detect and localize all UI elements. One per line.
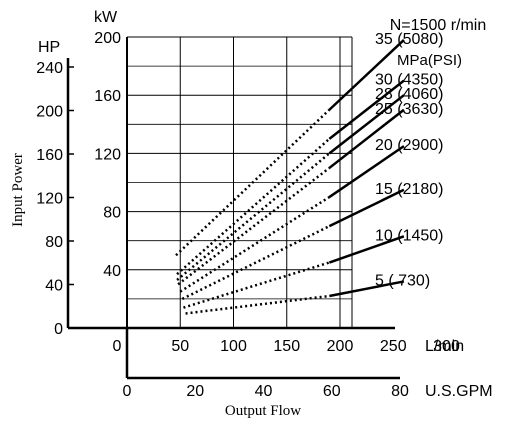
kw-tick-label: 80 [103, 205, 121, 222]
gpm-tick-label: 0 [123, 383, 132, 400]
gpm-unit-label: U.S.GPM [425, 383, 493, 400]
gpm-tick-label: 40 [255, 383, 273, 400]
lmin-tick-label: 0 [113, 338, 122, 355]
lmin-tick-label: 250 [380, 338, 407, 355]
lmin-tick-label: 100 [220, 338, 247, 355]
series-solid-2 [328, 188, 405, 228]
series-label-5: 28 (4060) [375, 86, 444, 103]
series-dotted-4 [177, 166, 331, 286]
kw-unit-label: kW [94, 9, 118, 26]
series-solid-1 [328, 235, 405, 264]
hp-tick-label: 120 [36, 191, 63, 208]
series-lines [175, 38, 405, 315]
kw-tick-label: 160 [94, 88, 121, 105]
series-label-2: 15 (2180) [375, 181, 444, 198]
hp-tick-label: 0 [54, 321, 63, 338]
legend-title: MPa(PSI) [397, 52, 462, 69]
series-solid-4 [328, 108, 405, 169]
x-axis-label: Output Flow [225, 403, 301, 419]
series-labels: 5 ( 730) 10 (1450) 15 (2180) 20 (2900) 25 (3… [375, 31, 444, 290]
series-dotted-2 [181, 225, 330, 301]
series-solid-5 [328, 94, 405, 155]
series-dotted-1 [183, 261, 330, 309]
series-solid-7 [328, 38, 405, 111]
lmin-tick-label: 200 [327, 338, 354, 355]
kw-tick-label: 200 [94, 30, 121, 47]
hp-unit-label: HP [38, 39, 60, 56]
series-label-1: 10 (1450) [375, 227, 444, 244]
series-label-4: 25 (3630) [375, 101, 444, 118]
kw-tick-label: 120 [94, 146, 121, 163]
lmin-unit-label: L/min [425, 338, 464, 355]
axes [66, 37, 400, 380]
hp-tick-label: 160 [36, 147, 63, 164]
series-solid-3 [328, 145, 405, 199]
series-dotted-0 [185, 294, 330, 315]
series-label-3: 20 (2900) [375, 137, 444, 154]
series-label-6: 30 (4350) [375, 72, 444, 89]
series-label-0: 5 ( 730) [375, 272, 430, 289]
y-axis-label: Input Power [10, 153, 26, 227]
series-dotted-7 [175, 108, 331, 257]
chart-title: N=1500 r/min [390, 17, 487, 34]
hp-tick-label: 200 [36, 104, 63, 121]
hp-tick-label: 80 [45, 234, 63, 251]
lmin-tick-label: 150 [273, 338, 300, 355]
lmin-tick-label: 300 [433, 338, 460, 355]
grid [126, 36, 353, 328]
hp-tick-label: 240 [36, 60, 63, 77]
series-solid-6 [328, 79, 405, 140]
lmin-tick-label: 50 [171, 338, 189, 355]
hp-tick-label: 40 [45, 278, 63, 295]
gpm-tick-label: 60 [323, 383, 341, 400]
series-solid-0 [329, 280, 405, 298]
series-dotted-5 [176, 152, 331, 281]
gpm-tick-label: 20 [186, 383, 204, 400]
series-label-7: 35 (5080) [375, 31, 444, 48]
kw-tick-label: 40 [103, 263, 121, 280]
series-dotted-6 [176, 137, 331, 276]
gpm-tick-label: 80 [391, 383, 409, 400]
